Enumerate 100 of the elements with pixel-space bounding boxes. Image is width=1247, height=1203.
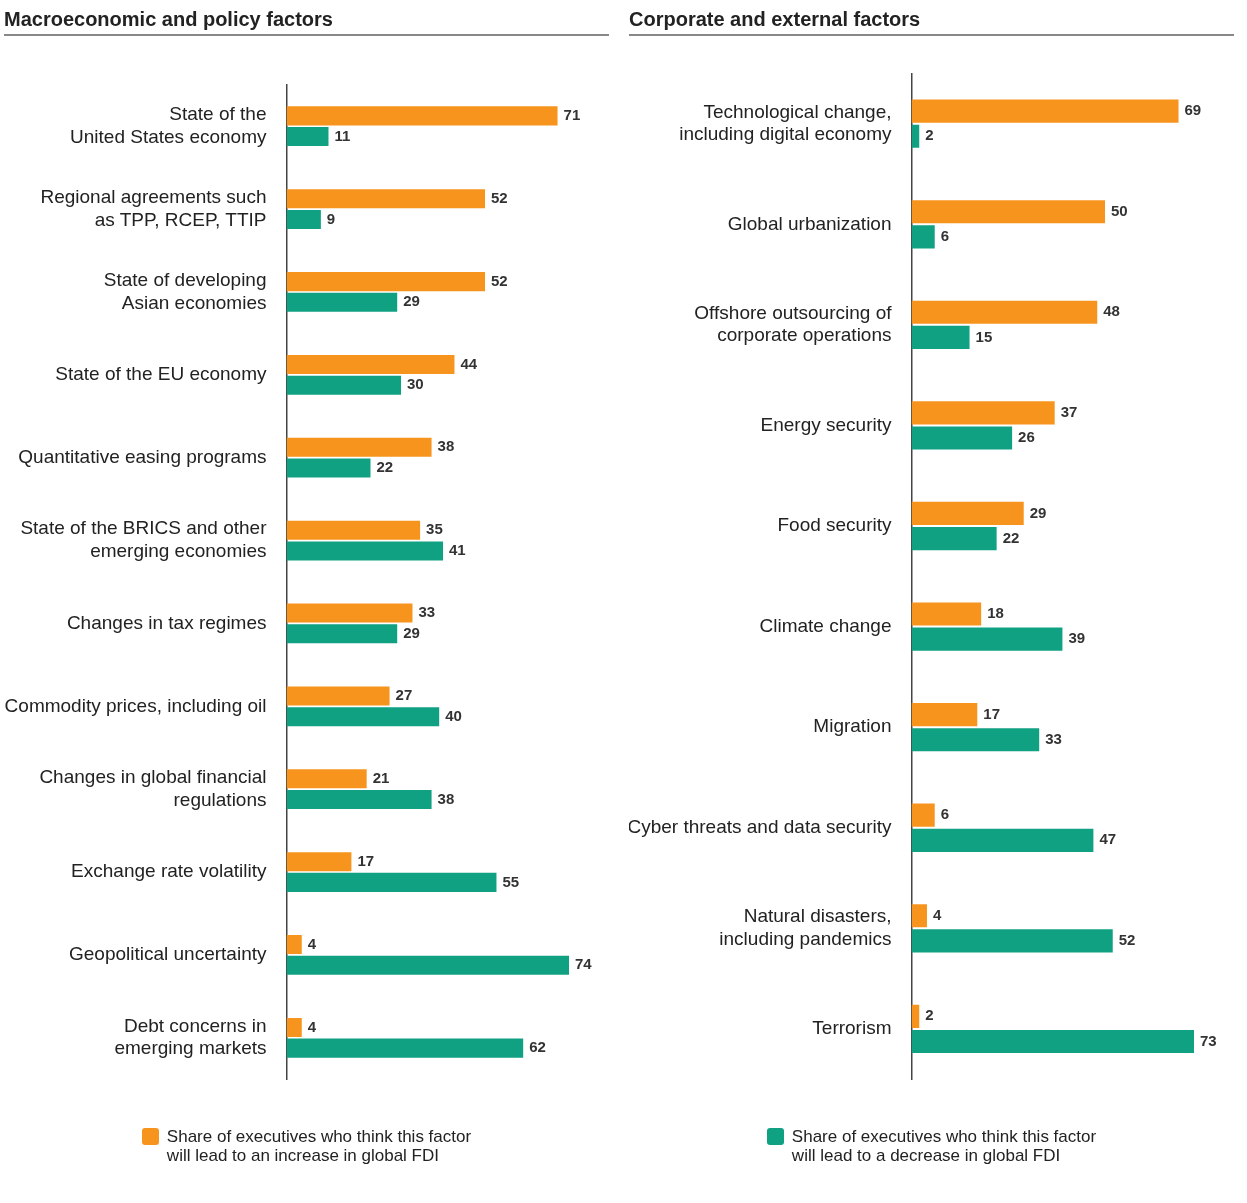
y-tick-label: Regional agreements such as TPP, RCEP, TTIP <box>40 185 267 230</box>
data-label: 37 <box>1060 403 1078 420</box>
data-label: 69 <box>1184 101 1202 119</box>
bar <box>286 935 302 955</box>
legend-label: Share of executives who think this factor will lead to a decrease in global FDI <box>791 1127 1097 1166</box>
bar <box>286 769 367 789</box>
data-label: 38 <box>437 437 455 455</box>
data-label: 48 <box>1103 302 1120 320</box>
bar <box>286 437 432 457</box>
data-label: 18 <box>987 604 1004 622</box>
y-tick-label: Energy security <box>760 413 892 435</box>
bar <box>286 872 497 892</box>
data-label: 44 <box>460 354 478 372</box>
data-label: 21 <box>372 768 390 786</box>
bar <box>286 272 486 292</box>
bar <box>911 1029 1194 1054</box>
data-label: 15 <box>975 327 993 345</box>
data-label: 74 <box>575 955 593 973</box>
y-tick-label: Quantitative easing programs <box>18 445 267 467</box>
y-tick-label: Technological change, including digital economy <box>679 100 892 145</box>
bar <box>286 686 390 706</box>
bar <box>286 520 421 540</box>
bar <box>286 292 398 312</box>
bar <box>911 300 1098 324</box>
data-label: 41 <box>449 541 466 559</box>
data-label: 29 <box>1029 503 1047 521</box>
y-tick-label: Global urbanization <box>727 212 892 234</box>
y-tick-label: Commodity prices, including oil <box>4 694 267 716</box>
bar <box>911 828 1094 852</box>
data-label: 6 <box>940 226 950 244</box>
y-tick-label: Migration <box>813 715 892 737</box>
y-tick-label: State of the EU economy <box>55 363 267 385</box>
bar <box>911 703 978 727</box>
chart-title: Corporate and external factors <box>629 8 1234 36</box>
bar <box>911 602 982 626</box>
data-label: 62 <box>529 1038 546 1056</box>
bar <box>286 127 329 147</box>
data-label: 26 <box>1018 428 1035 446</box>
data-label: 29 <box>403 623 420 641</box>
y-tick-label: Geopolitical uncertainty <box>69 943 267 965</box>
bar <box>911 124 920 148</box>
bar <box>286 603 413 623</box>
y-tick-label: Cyber threats and data security <box>627 815 892 837</box>
y-tick-label: State of the BRICS and other emerging economies <box>20 517 268 562</box>
bar <box>911 225 935 249</box>
y-tick-label: Exchange rate volatility <box>71 860 267 882</box>
data-label: 40 <box>445 706 462 724</box>
data-label: 17 <box>357 851 375 869</box>
data-label: 38 <box>437 789 455 807</box>
bar <box>911 627 1063 651</box>
data-label: 17 <box>983 704 1000 722</box>
y-tick-label: Offshore outsourcing of corporate operations <box>694 301 893 346</box>
bar <box>911 426 1013 450</box>
y-tick-label: State of developing Asian economies <box>103 268 267 313</box>
bar <box>286 541 444 561</box>
bar <box>286 106 558 126</box>
data-label: 47 <box>1099 830 1117 848</box>
bar <box>286 1017 302 1037</box>
bar <box>286 189 486 209</box>
y-tick-label: Climate change <box>759 614 892 636</box>
bar <box>286 707 440 727</box>
data-label: 9 <box>326 209 336 227</box>
data-label: 39 <box>1068 629 1086 647</box>
data-label: 71 <box>563 106 581 124</box>
data-label: 2 <box>925 1006 934 1024</box>
bar <box>911 325 970 349</box>
data-label: 6 <box>940 805 950 823</box>
y-tick-label: Changes in global financial regulations <box>39 766 267 810</box>
chart-title: Macroeconomic and policy factors <box>4 8 609 36</box>
legend-label: Share of executives who think this factor will lead to an increase in global FDI <box>166 1127 472 1166</box>
data-label: 30 <box>407 375 424 393</box>
bar <box>911 929 1113 953</box>
bar <box>286 375 402 395</box>
data-label: 4 <box>307 1017 317 1035</box>
bar <box>911 501 1024 525</box>
data-label: 52 <box>491 188 508 206</box>
data-label: 33 <box>418 603 436 621</box>
data-label: 4 <box>307 934 317 952</box>
bar <box>286 852 352 872</box>
bar <box>286 354 455 375</box>
data-label: 73 <box>1200 1031 1217 1049</box>
data-label: 52 <box>491 271 508 289</box>
data-label: 22 <box>376 458 394 476</box>
bar <box>286 458 371 478</box>
bar <box>286 955 569 975</box>
y-tick-label: Debt concerns in emerging markets <box>114 1014 267 1059</box>
bar <box>911 803 935 827</box>
data-label: 27 <box>395 686 413 704</box>
data-label: 2 <box>925 126 934 144</box>
data-label: 29 <box>403 292 420 310</box>
data-label: 52 <box>1118 931 1136 949</box>
bar <box>286 790 432 810</box>
bar <box>911 401 1055 425</box>
y-tick-label: Natural disasters, including pandemics <box>719 905 892 949</box>
data-label: 50 <box>1110 201 1128 219</box>
y-tick-label: Terrorism <box>812 1017 892 1039</box>
y-tick-label: State of the United States economy <box>70 103 267 147</box>
data-label: 33 <box>1045 729 1062 747</box>
bar <box>286 1038 524 1058</box>
bar <box>911 99 1179 123</box>
